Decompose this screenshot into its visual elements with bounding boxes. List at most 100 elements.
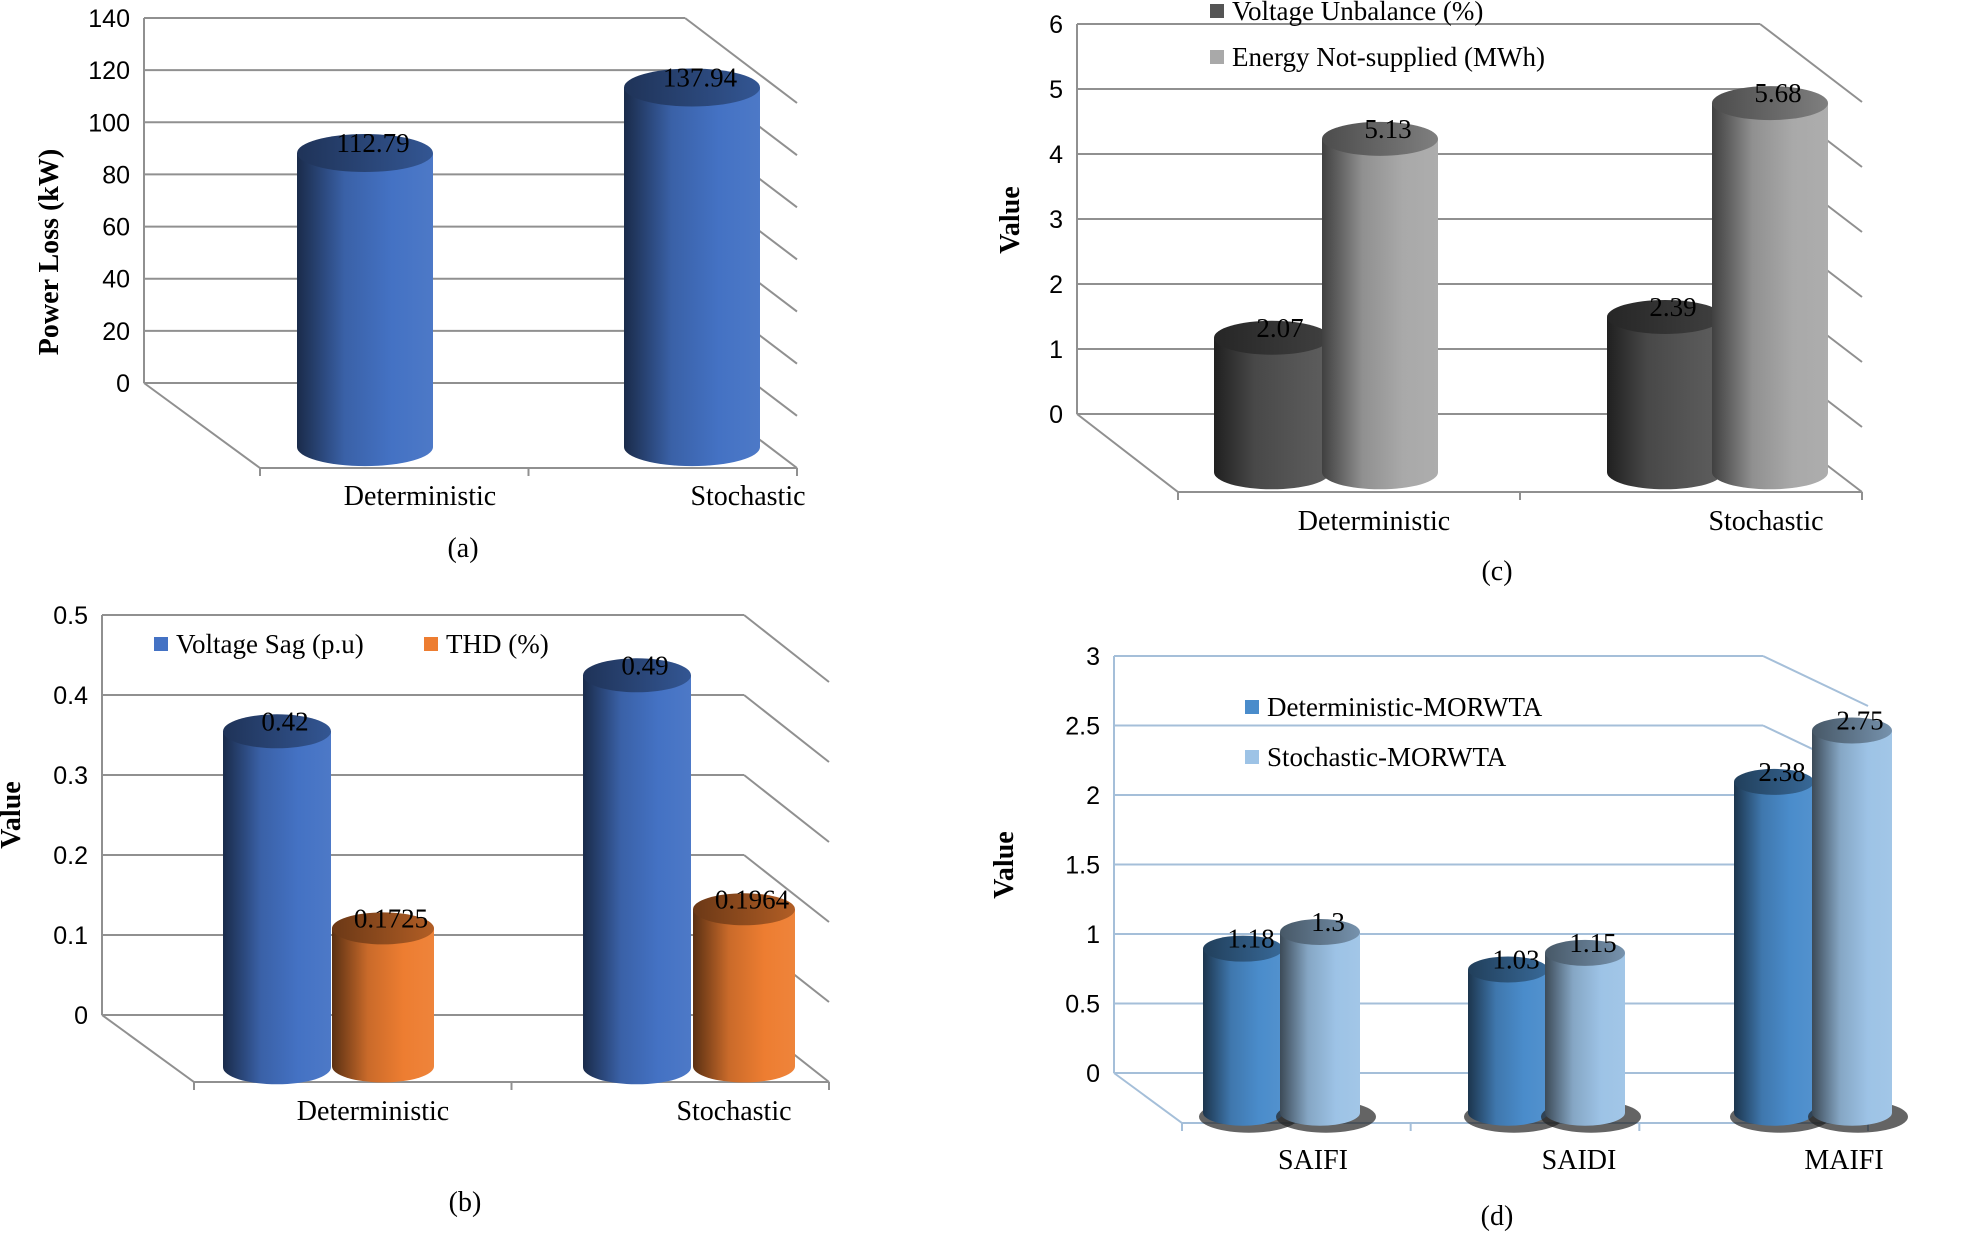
legend-swatch	[424, 637, 438, 651]
x-category-label: Deterministic	[1298, 506, 1450, 537]
bar-c-0-0	[1214, 320, 1330, 490]
bar-a-1-0	[624, 68, 760, 467]
bar-top	[297, 134, 433, 173]
bar-body	[1812, 730, 1892, 1126]
bar-top	[1322, 121, 1438, 156]
data-label: 2.38	[1758, 757, 1805, 787]
y-tick-label: 2.5	[1065, 713, 1100, 741]
bar-top	[1214, 320, 1330, 355]
y-axis-title: Value	[995, 186, 1026, 253]
bar-body	[1734, 781, 1814, 1126]
y-tick-label: 140	[88, 5, 130, 33]
y-tick-label: 4	[1049, 141, 1063, 169]
bar-body	[332, 928, 434, 1083]
bar-body	[624, 87, 760, 467]
data-label: 0.1964	[715, 884, 790, 914]
y-tick-label: 0.5	[1065, 991, 1100, 1019]
legend-label: Stochastic-MORWTA	[1267, 742, 1507, 772]
y-tick-label: 6	[1049, 11, 1063, 39]
legend-swatch	[1210, 50, 1224, 64]
bar-top	[1203, 935, 1283, 962]
chart-c: 0 1 2 3 4 5 6 Value 2.07 5.13 Deterministic 2.39 5.6…	[995, 0, 1863, 587]
bar-c-0-1	[1322, 121, 1438, 490]
gridline-side	[743, 774, 830, 843]
x-category-label: MAIFI	[1804, 1145, 1883, 1176]
bar-d-0-1	[1276, 919, 1376, 1133]
data-label: 1.3	[1311, 907, 1345, 937]
bar-top	[1734, 768, 1814, 795]
y-tick-label: 0	[116, 370, 130, 398]
data-label: 2.07	[1256, 313, 1303, 343]
gridline-side	[743, 854, 830, 923]
gridline-side	[1759, 23, 1863, 103]
bar-top	[1607, 299, 1723, 334]
data-label: 1.18	[1227, 924, 1274, 954]
bar-body	[693, 909, 795, 1083]
bar-top	[1280, 919, 1360, 945]
chart-a: 0 20 40 60 80 100 120 140 Power Loss (kW) 112.79 D…	[34, 5, 806, 564]
bar-body	[1214, 337, 1330, 490]
y-tick-label: 0.5	[53, 602, 88, 630]
gridline-side	[1762, 655, 1869, 707]
bar-body	[223, 731, 331, 1085]
x-category-label: Deterministic	[344, 481, 496, 512]
bar-top	[624, 68, 760, 107]
bar-top	[1812, 717, 1892, 744]
bar-d-2-1	[1808, 717, 1908, 1133]
y-tick-label: 1	[1086, 921, 1100, 949]
y-tick-label: 40	[102, 266, 130, 294]
bar-c-1-0	[1607, 299, 1723, 490]
y-axis-title: Value	[0, 781, 27, 848]
gridline-side	[684, 17, 798, 104]
bar-body	[1468, 969, 1548, 1126]
y-tick-label: 20	[102, 318, 130, 346]
figure-caption: (a)	[447, 533, 478, 564]
y-tick-label: 1	[1049, 336, 1063, 364]
bar-top	[223, 714, 331, 749]
bar-c-1-1	[1712, 86, 1828, 490]
legend-label: Voltage Sag (p.u)	[176, 629, 364, 659]
y-tick-label: 0.1	[53, 922, 88, 950]
y-tick-label: 80	[102, 161, 130, 189]
y-tick-label: 0.4	[53, 682, 88, 710]
bar-a-0-0	[297, 134, 433, 467]
x-category-label: Deterministic	[297, 1096, 449, 1127]
y-tick-label: 2	[1086, 782, 1100, 810]
gridline-side	[743, 694, 830, 763]
bar-b-1-0	[583, 658, 691, 1085]
bar-d-2-0	[1730, 768, 1830, 1133]
y-tick-label: 100	[88, 109, 130, 137]
y-tick-label: 0	[74, 1002, 88, 1030]
y-tick-label: 3	[1086, 643, 1100, 671]
legend-swatch	[1245, 750, 1259, 764]
x-category-label: Stochastic	[690, 481, 805, 512]
legend-label: Energy Not-supplied (MWh)	[1232, 42, 1545, 72]
bar-top	[693, 893, 795, 926]
y-tick-label: 0	[1086, 1060, 1100, 1088]
chart-d: 0 0.5 1 1.5 2 2.5 3 Value 1.18 1.3 SAIFI 1.03 1.15 SA…	[989, 643, 1908, 1232]
x-category-label: SAIFI	[1278, 1145, 1348, 1176]
y-tick-label: 60	[102, 214, 130, 242]
bar-top	[332, 912, 434, 945]
legend-swatch	[154, 637, 168, 651]
data-label: 2.39	[1649, 292, 1696, 322]
figure-caption: (b)	[449, 1187, 482, 1218]
y-tick-label: 1.5	[1065, 852, 1100, 880]
bar-d-1-1	[1541, 939, 1641, 1133]
bar-top	[583, 658, 691, 693]
bar-b-1-1	[693, 893, 795, 1083]
bar-body	[1280, 932, 1360, 1126]
bar-b-0-0	[223, 714, 331, 1085]
figure-caption: (d)	[1481, 1201, 1514, 1232]
y-tick-label: 0.2	[53, 842, 88, 870]
data-label: 0.42	[261, 706, 308, 736]
x-category-label: Stochastic	[1708, 506, 1823, 537]
data-label: 5.68	[1754, 78, 1801, 108]
legend-swatch	[1210, 4, 1224, 18]
bar-body	[1322, 138, 1438, 490]
bar-b-0-1	[332, 912, 434, 1083]
data-label: 2.75	[1836, 705, 1883, 735]
figure-caption: (c)	[1481, 556, 1512, 587]
data-label: 112.79	[336, 128, 409, 158]
